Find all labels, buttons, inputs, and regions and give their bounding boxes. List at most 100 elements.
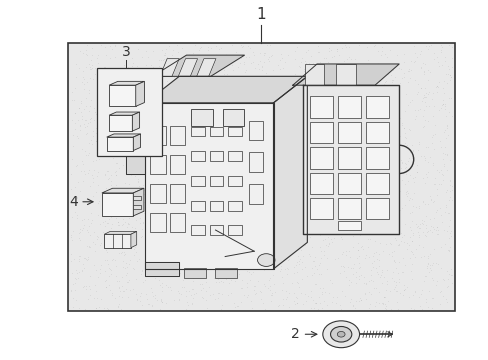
Point	[263, 129, 270, 134]
Point	[80, 255, 88, 261]
Point	[128, 94, 136, 100]
Point	[222, 226, 229, 232]
Point	[445, 66, 452, 72]
Bar	[223, 109, 244, 126]
Point	[334, 76, 342, 82]
Point	[224, 293, 231, 298]
Point	[302, 60, 310, 66]
Point	[101, 172, 108, 178]
Point	[291, 126, 299, 132]
Point	[352, 105, 360, 111]
Point	[236, 195, 244, 201]
Point	[438, 102, 446, 107]
Point	[178, 175, 185, 180]
Point	[130, 229, 138, 234]
Point	[429, 246, 437, 252]
Point	[171, 142, 179, 148]
Point	[406, 58, 414, 64]
Point	[176, 291, 184, 297]
Point	[102, 72, 110, 78]
Point	[246, 190, 254, 195]
Point	[119, 150, 127, 156]
Point	[198, 92, 206, 98]
Point	[346, 265, 354, 271]
Point	[393, 106, 401, 112]
Point	[190, 262, 198, 267]
Point	[403, 102, 411, 108]
Point	[428, 160, 436, 166]
Point	[175, 87, 183, 93]
Point	[254, 231, 262, 237]
Point	[112, 238, 120, 244]
Point	[396, 134, 404, 139]
Point	[375, 263, 383, 269]
Point	[300, 75, 307, 81]
Point	[421, 43, 429, 49]
Point	[132, 140, 140, 145]
Bar	[169, 126, 184, 145]
Point	[83, 256, 91, 262]
Point	[444, 42, 452, 48]
Point	[142, 177, 150, 183]
Point	[382, 134, 389, 139]
Point	[141, 113, 149, 118]
Point	[263, 81, 270, 87]
Point	[166, 219, 174, 224]
Point	[301, 148, 308, 153]
Point	[429, 50, 437, 56]
Point	[122, 138, 130, 143]
Point	[267, 52, 275, 58]
Point	[163, 237, 171, 243]
Bar	[365, 147, 388, 168]
Point	[138, 302, 146, 307]
Point	[373, 122, 381, 128]
Point	[298, 217, 305, 223]
Point	[157, 234, 164, 239]
Point	[89, 167, 97, 173]
Point	[166, 64, 174, 69]
Point	[93, 296, 101, 301]
Point	[142, 63, 150, 68]
Point	[244, 237, 251, 243]
Point	[297, 59, 305, 65]
Point	[391, 283, 399, 288]
Point	[218, 115, 226, 121]
Point	[182, 56, 189, 62]
Point	[177, 45, 185, 51]
Point	[444, 198, 452, 203]
Point	[436, 144, 444, 149]
Point	[316, 72, 324, 78]
Point	[366, 135, 374, 141]
Point	[305, 227, 313, 233]
Point	[401, 189, 408, 195]
Point	[334, 151, 342, 157]
Point	[192, 247, 200, 252]
Point	[137, 271, 145, 277]
Point	[402, 164, 409, 170]
Point	[445, 223, 452, 229]
Point	[187, 252, 195, 258]
Point	[174, 227, 182, 233]
Point	[296, 115, 304, 121]
Point	[256, 155, 264, 161]
Point	[149, 248, 157, 254]
Point	[308, 135, 316, 141]
Polygon shape	[196, 59, 216, 76]
Point	[81, 124, 89, 130]
Point	[214, 181, 222, 187]
Point	[349, 227, 357, 233]
Point	[155, 95, 163, 101]
Point	[177, 141, 185, 147]
Point	[167, 201, 175, 207]
Point	[207, 74, 215, 80]
Point	[100, 203, 108, 209]
Point	[186, 175, 194, 181]
Point	[232, 263, 240, 269]
Point	[157, 57, 164, 63]
Point	[369, 61, 377, 67]
Point	[392, 101, 400, 107]
Point	[119, 162, 127, 168]
Point	[293, 279, 301, 285]
Point	[280, 210, 288, 216]
Point	[188, 301, 196, 307]
